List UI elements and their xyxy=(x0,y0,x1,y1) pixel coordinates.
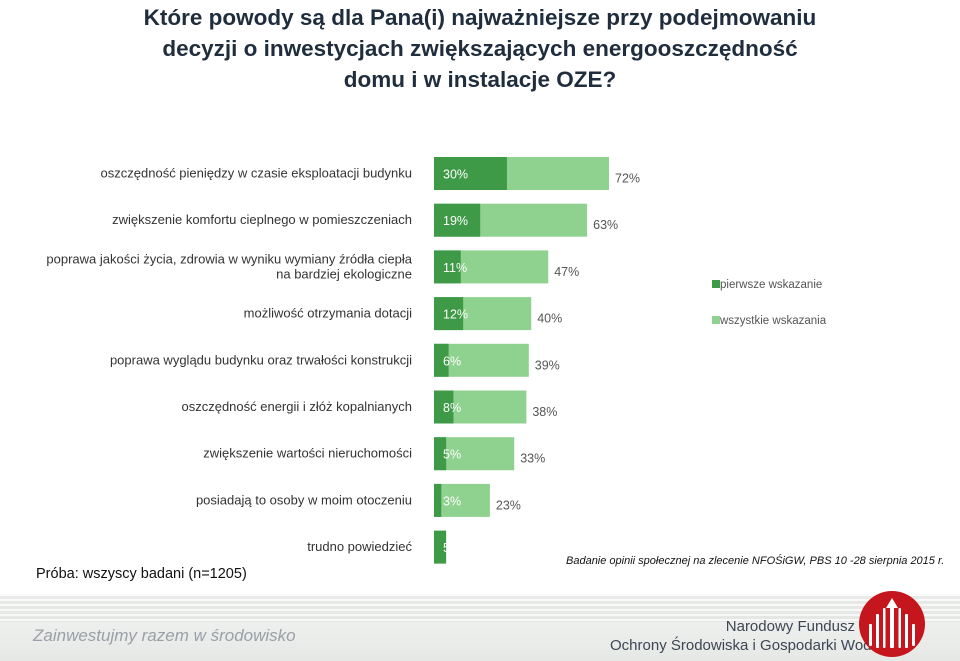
value-label-all-mentions: 38% xyxy=(532,405,557,419)
value-label-all-mentions: 63% xyxy=(593,218,618,232)
category-label: trudno powiedzieć xyxy=(307,539,412,554)
value-label-first-mention: 12% xyxy=(443,308,468,322)
title-line-1: Które powody są dla Pana(i) najważniejsz… xyxy=(143,5,817,30)
category-label: poprawa wyglądu budynku oraz trwałości k… xyxy=(110,352,412,367)
footer: Zainwestujmy razem w środowisko Narodowy… xyxy=(0,594,960,661)
category-label: na bardziej ekologiczne xyxy=(276,266,412,281)
footer-decoration xyxy=(0,594,960,622)
legend-swatch xyxy=(712,316,720,324)
bar-first-mention xyxy=(434,297,464,331)
bar-first-mention xyxy=(434,157,507,190)
category-label: możliwość otrzymania dotacji xyxy=(244,306,412,321)
value-label-all-mentions: 47% xyxy=(554,265,579,279)
bar-first-mention xyxy=(434,483,442,517)
legend-swatch xyxy=(712,280,720,288)
bar-first-mention xyxy=(434,203,481,237)
bar-all-mentions xyxy=(434,483,490,517)
chart-title: Które powody są dla Pana(i) najważniejsz… xyxy=(40,2,920,95)
bar-first-mention xyxy=(434,437,447,471)
value-label-all-mentions: 33% xyxy=(520,452,545,466)
value-label-first-mention: 19% xyxy=(443,214,468,228)
organization-name-line-1: Narodowy Fundusz xyxy=(725,618,855,635)
bar-first-mention xyxy=(434,250,461,284)
sample-note: Próba: wszyscy badani (n=1205) xyxy=(36,566,247,582)
value-label-all-mentions: 72% xyxy=(615,172,640,186)
footer-slogan: Zainwestujmy razem w środowisko xyxy=(33,626,296,645)
bar-chart: oszczędność pieniędzy w czasie eksploata… xyxy=(46,157,827,564)
bar-all-mentions xyxy=(434,343,529,377)
value-label-all-mentions: 39% xyxy=(535,358,560,372)
nfosigw-logo-icon xyxy=(859,591,925,657)
survey-source-note: Badanie opinii społecznej na zlecenie NF… xyxy=(566,555,945,567)
category-label: zwiększenie komfortu cieplnego w pomiesz… xyxy=(112,212,412,227)
value-label-first-mention: 6% xyxy=(443,354,461,368)
legend-entry: wszystkie wskazania xyxy=(719,315,827,327)
title-line-2: decyzji o inwestycjach zwiększających en… xyxy=(162,36,798,61)
value-label-all-mentions: 40% xyxy=(537,312,562,326)
category-label: oszczędność energii i złóż kopalnianych xyxy=(181,399,412,414)
category-label: zwiększenie wartości nieruchomości xyxy=(203,446,412,461)
organization-name-line-2: Ochrony Środowiska i Gospodarki Wodnej xyxy=(610,637,892,654)
category-label: posiadają to osoby w moim otoczeniu xyxy=(196,492,412,507)
value-label-first-mention: 3% xyxy=(443,494,461,508)
title-line-3: domu i w instalacje OZE? xyxy=(343,67,617,92)
bar-first-mention xyxy=(434,530,447,564)
value-label-first-mention: 30% xyxy=(443,168,468,182)
organization-name: Narodowy Fundusz Ochrony Środowiska i Go… xyxy=(610,617,892,655)
category-label: oszczędność pieniędzy w czasie eksploata… xyxy=(101,166,412,181)
bar-first-mention xyxy=(434,390,454,424)
value-label-first-mention: 5% xyxy=(443,541,461,555)
value-label-all-mentions: 23% xyxy=(496,498,521,512)
value-label-first-mention: 8% xyxy=(443,401,461,415)
value-label-first-mention: 5% xyxy=(443,448,461,462)
bar-all-mentions xyxy=(434,437,515,471)
legend-entry: pierwsze wskazanie xyxy=(720,279,822,291)
category-label: poprawa jakości życia, zdrowia w wyniku … xyxy=(46,251,412,266)
bar-first-mention xyxy=(434,343,449,377)
value-label-first-mention: 11% xyxy=(443,261,467,275)
